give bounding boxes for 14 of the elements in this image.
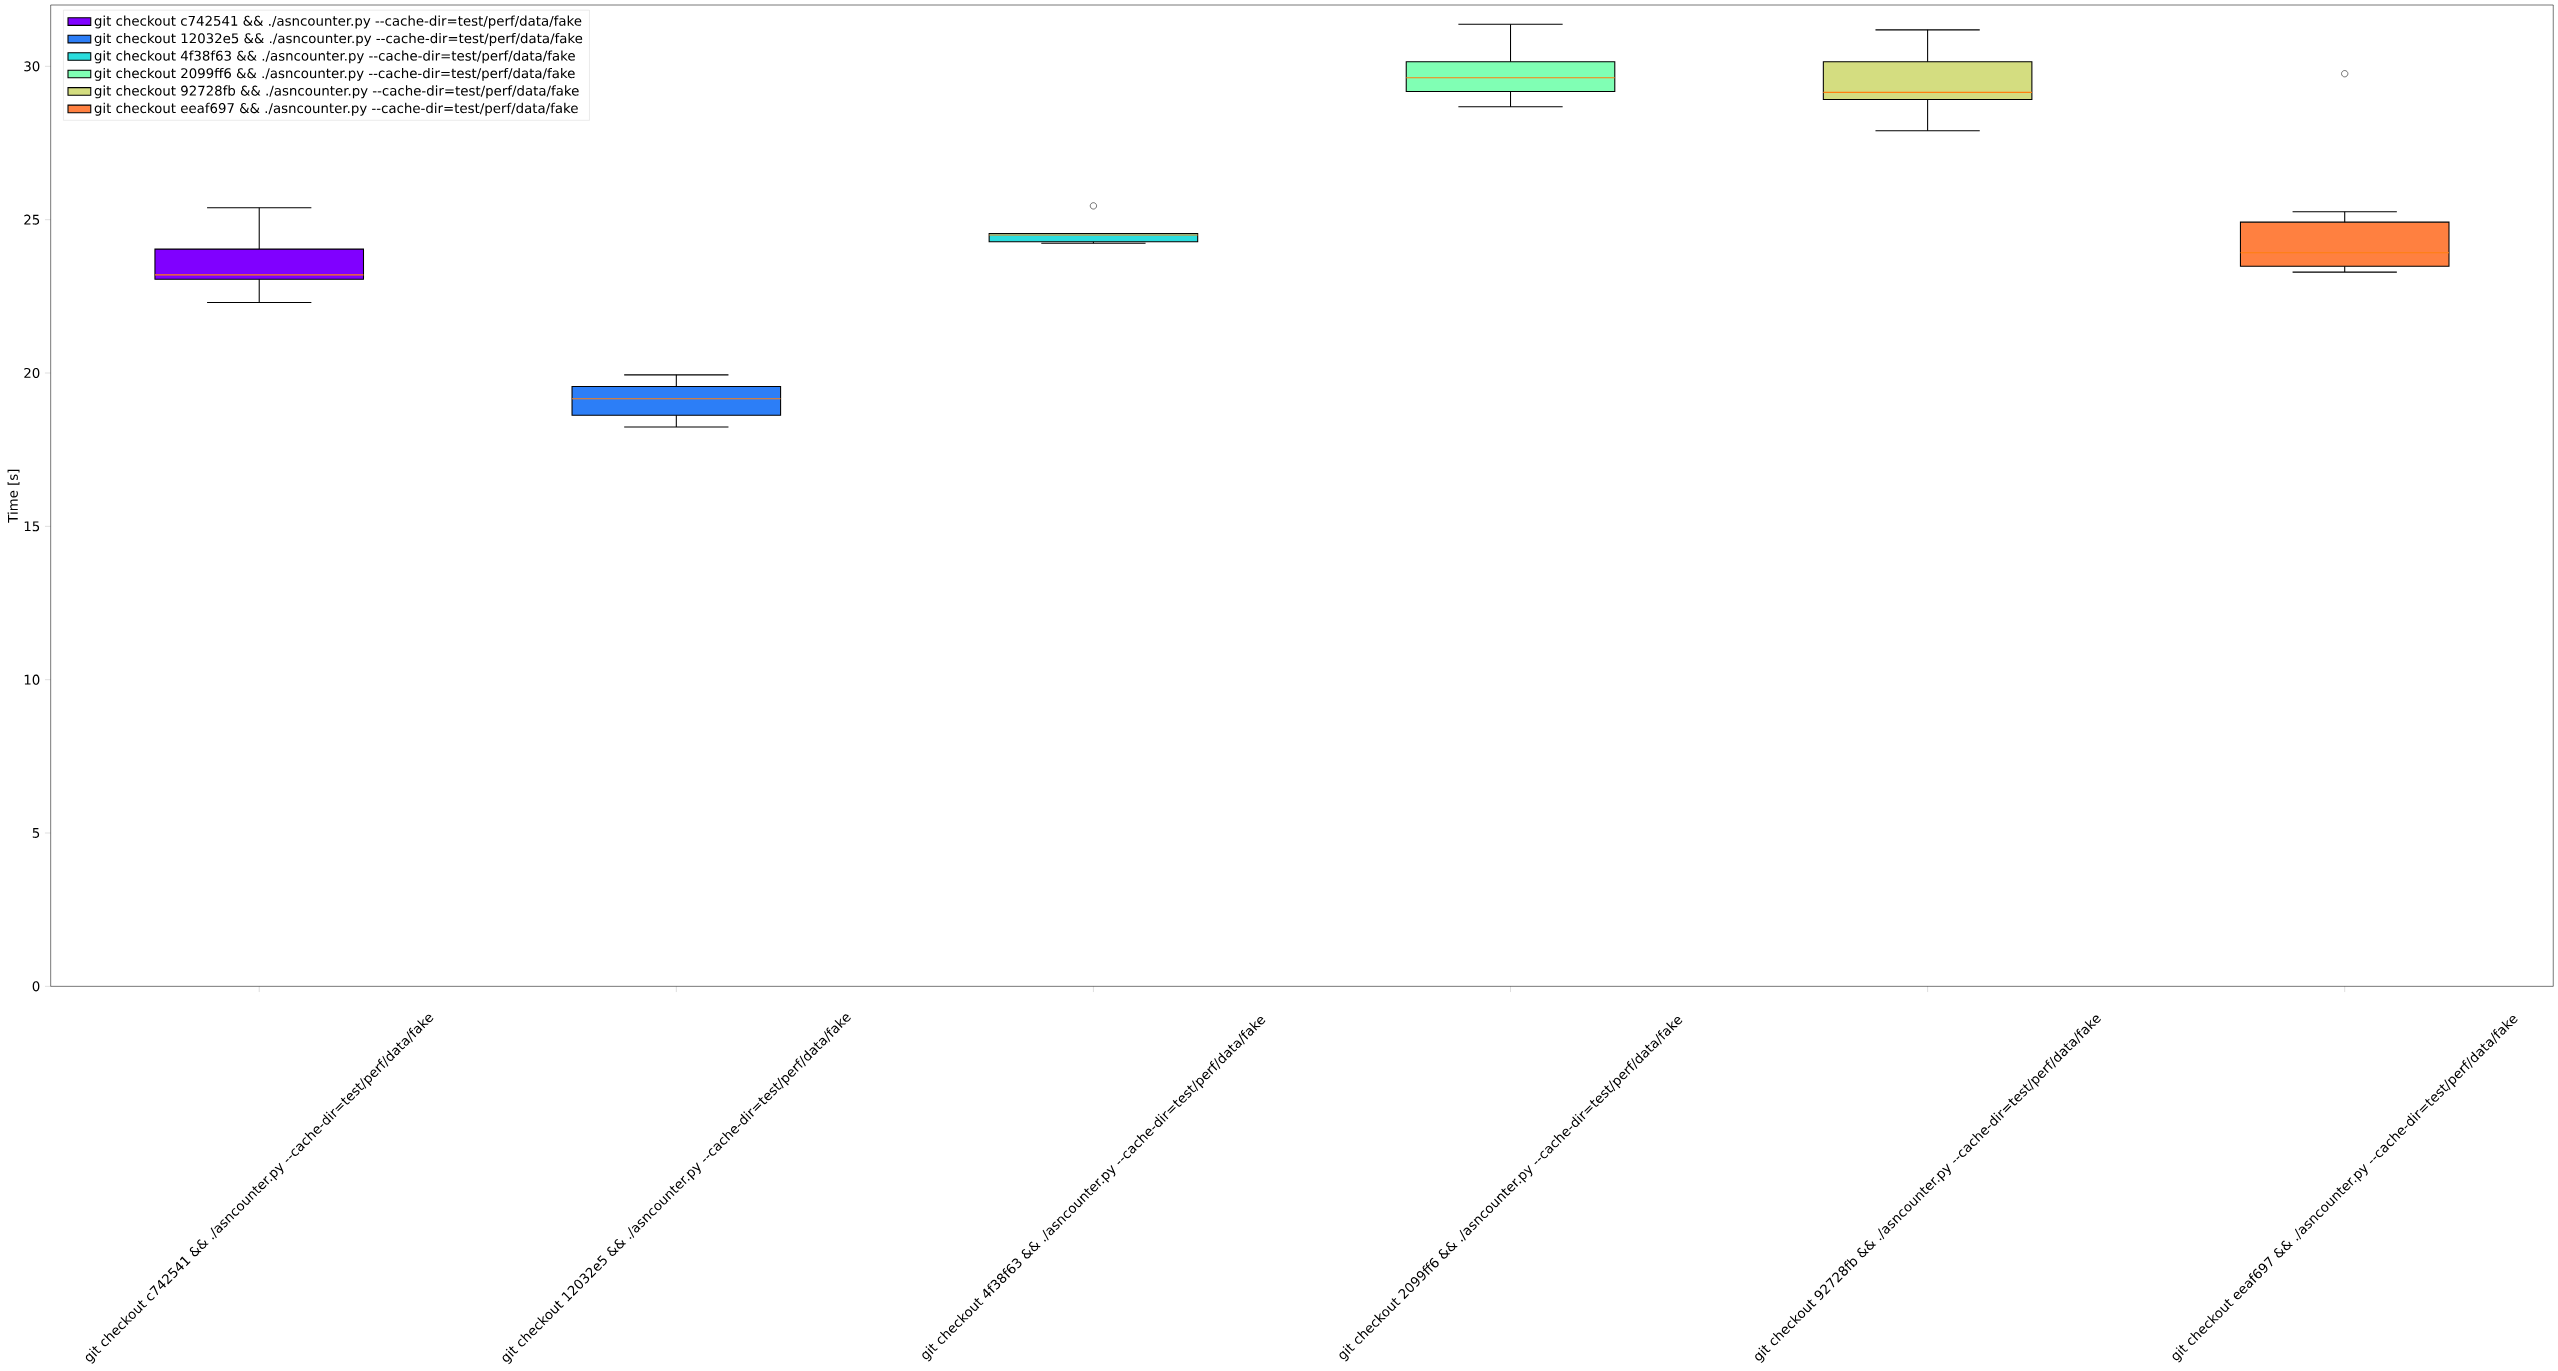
y-tick-label: 0: [32, 981, 40, 992]
y-tick-label: 25: [24, 214, 40, 225]
y-tick-label: 15: [24, 521, 40, 532]
legend-label: git checkout c742541 && ./asncounter.py --cache-dir=test/perf/data/fake: [94, 15, 582, 29]
y-tick-label: 5: [32, 828, 40, 838]
legend-label: git checkout 12032e5 && ./asncounter.py --cache-dir=test/perf/data/fake: [94, 32, 583, 46]
legend-label: git checkout 92728fb && ./asncounter.py --cache-dir=test/perf/data/fake: [94, 85, 579, 99]
y-tick-label: 10: [24, 674, 40, 685]
legend-label: git checkout 2099ff6 && ./asncounter.py --cache-dir=test/perf/data/fake: [94, 67, 575, 81]
legend-label: git checkout eeaf697 && ./asncounter.py --cache-dir=test/perf/data/fake: [94, 102, 578, 116]
y-tick-label: 30: [24, 61, 40, 72]
legend-label: git checkout 4f38f63 && ./asncounter.py --cache-dir=test/perf/data/fake: [94, 50, 575, 64]
y-tick-label: 20: [24, 367, 40, 379]
y-axis-title: Time [s]: [7, 469, 20, 523]
